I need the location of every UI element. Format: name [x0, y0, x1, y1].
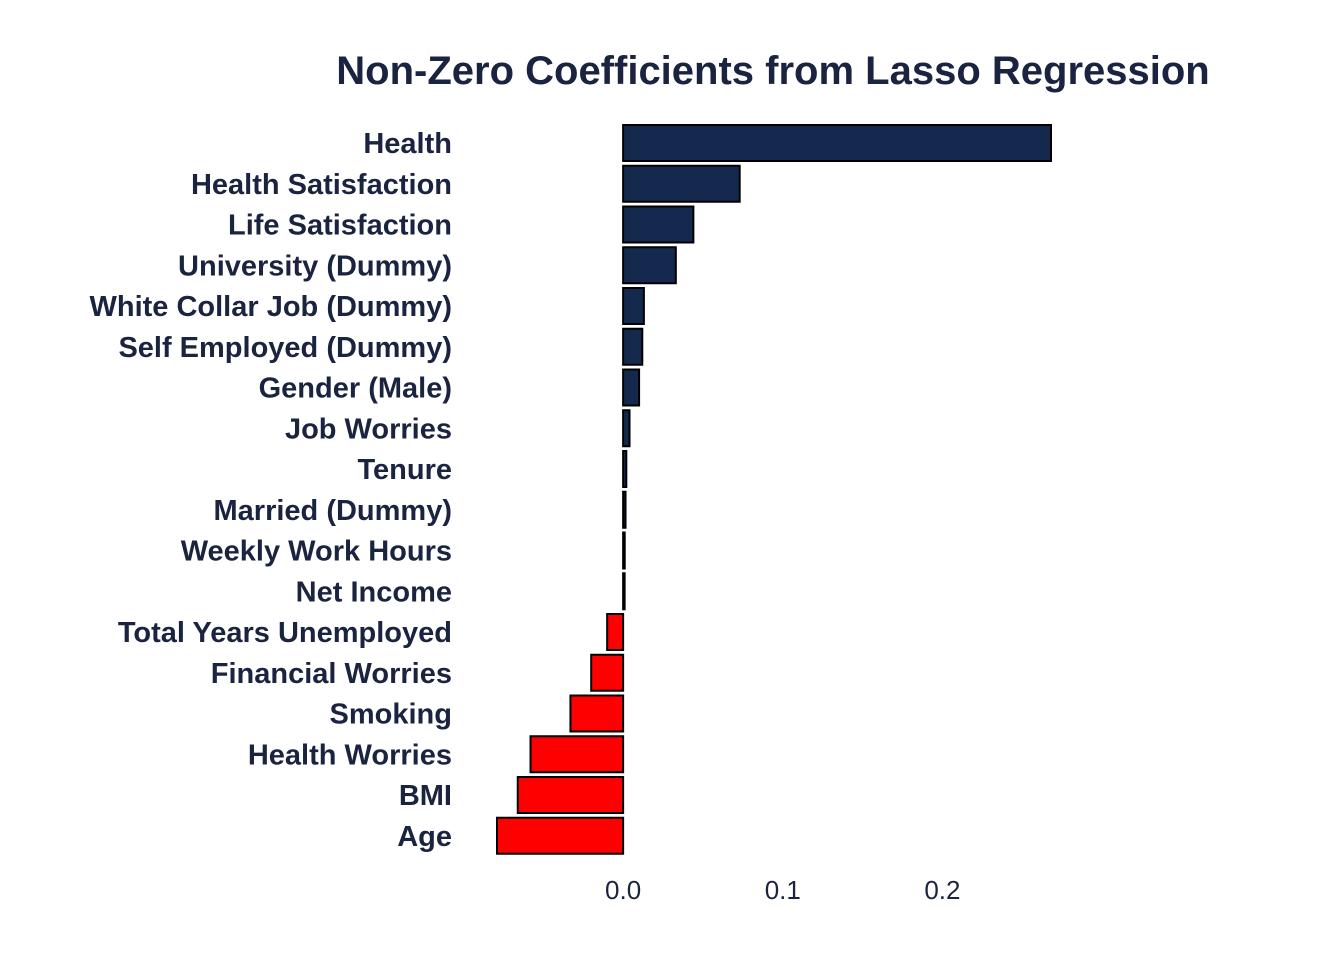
bar-age [496, 816, 625, 855]
bar-self-employed-dummy [622, 327, 644, 366]
bar-university-dummy [622, 246, 677, 285]
category-label: Health Worries [248, 739, 452, 771]
x-tick-label: 0.0 [605, 875, 641, 905]
category-label: Weekly Work Hours [181, 536, 452, 568]
category-labels: Health Health Satisfaction Life Satisfacti… [89, 128, 452, 853]
category-label: Married (Dummy) [214, 495, 453, 527]
category-label: Age [397, 821, 452, 853]
bar-financial-worries [590, 653, 625, 692]
category-label: Net Income [296, 576, 452, 608]
bar-smoking [569, 694, 625, 733]
bar-job-worries [622, 409, 631, 448]
category-label: Health Satisfaction [191, 169, 452, 201]
bar-net-income [622, 572, 626, 611]
category-label: Life Satisfaction [228, 210, 452, 242]
category-label: Tenure [357, 454, 452, 486]
bar-health-satisfaction [622, 164, 741, 203]
category-label: White Collar Job (Dummy) [89, 291, 452, 323]
category-label: BMI [399, 780, 452, 812]
bar-tenure [622, 450, 628, 488]
category-label: Smoking [330, 699, 452, 731]
category-label: Health [363, 128, 452, 160]
bar-white-collar-job-dummy [622, 287, 645, 325]
bar-life-satisfaction [622, 205, 695, 244]
bar-health [622, 124, 1053, 162]
bar-weekly-work-hours [622, 531, 626, 570]
bar-total-years-unemployed [606, 613, 625, 651]
x-tick-label: 0.2 [924, 875, 960, 905]
category-label: Job Worries [285, 413, 452, 445]
bar-gender-male [622, 368, 641, 407]
bars-layer [496, 124, 1053, 855]
chart-title: Non-Zero Coefficients from Lasso Regress… [336, 49, 1209, 93]
category-label: University (Dummy) [178, 250, 452, 282]
bar-married-dummy [622, 490, 627, 529]
category-label: Gender (Male) [259, 373, 452, 405]
bar-bmi [516, 776, 625, 814]
category-label: Financial Worries [211, 658, 452, 690]
x-tick-label: 0.1 [765, 875, 801, 905]
category-label: Self Employed (Dummy) [118, 332, 452, 364]
x-axis-ticks: 0.0 0.1 0.2 [605, 875, 960, 905]
category-label: Total Years Unemployed [118, 617, 452, 649]
bar-health-worries [529, 735, 625, 774]
